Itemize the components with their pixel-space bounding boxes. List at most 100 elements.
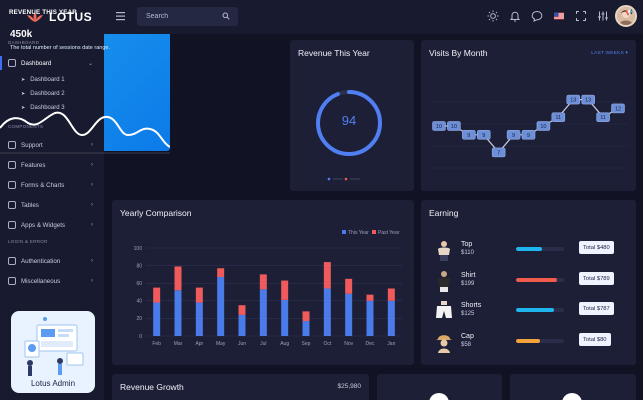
earning-item-price: $199 — [461, 281, 475, 287]
visits-point[interactable] — [536, 121, 551, 131]
sidebar-item-miscellaneous[interactable]: Miscellaneous › — [0, 271, 104, 291]
sidebar-item-features[interactable]: Features › — [0, 155, 104, 175]
chevron-right-icon: › — [91, 182, 93, 188]
earning-card-title: Earning — [429, 208, 459, 218]
bottom-card-2 — [510, 374, 636, 400]
visits-point[interactable] — [491, 147, 506, 158]
bar-this-year[interactable] — [387, 300, 395, 336]
legend-line — [333, 178, 343, 180]
visits-point[interactable] — [581, 94, 595, 105]
shorts-product-icon — [436, 301, 452, 318]
sidebar-item-support[interactable]: Support › — [0, 135, 104, 155]
earning-progress-fill — [516, 308, 555, 312]
sidebar-subitem-dashboard-3[interactable]: ➤ Dashboard 3 — [0, 101, 104, 115]
top-product-icon — [438, 241, 450, 261]
sidebar-item-label: Miscellaneous — [21, 277, 61, 285]
lotus-logo-icon — [27, 12, 43, 22]
visits-point[interactable] — [521, 130, 536, 140]
fullscreen-icon[interactable] — [575, 10, 587, 22]
bar-this-year[interactable] — [195, 302, 203, 336]
bar-this-year[interactable] — [323, 288, 331, 336]
revenue-donut-card: Revenue This Year 94 — [290, 40, 414, 191]
sidebar-item-dashboard[interactable]: Dashboard ⌄ — [0, 53, 104, 73]
visits-point[interactable] — [506, 130, 521, 140]
bar-past-year[interactable] — [366, 294, 374, 301]
flag-icon[interactable] — [553, 10, 565, 22]
visits-point[interactable] — [447, 121, 461, 131]
visits-point-label: 11 — [555, 115, 561, 121]
x-tick-label: Apr — [195, 341, 203, 347]
earning-row[interactable]: Shirt $199 Total $789 — [431, 269, 627, 293]
bar-past-year[interactable] — [217, 268, 225, 278]
sidebar-subitem-dashboard-1[interactable]: ➤ Dashboard 1 — [0, 73, 104, 87]
sidebar-item-label: Forms & Charts — [21, 181, 65, 189]
bar-past-year[interactable] — [302, 311, 310, 322]
bar-past-year[interactable] — [281, 280, 289, 300]
search-icon[interactable] — [222, 12, 230, 20]
promo-label: Lotus Admin — [30, 379, 76, 388]
visits-point[interactable] — [551, 112, 566, 122]
visits-point-label: 9 — [512, 133, 515, 139]
earning-row[interactable]: Shorts $125 Total $787 — [431, 299, 627, 323]
sidebar-item-authentication[interactable]: Authentication › — [0, 251, 104, 271]
earning-item-name: Shorts — [461, 302, 482, 309]
avatar[interactable] — [615, 5, 637, 27]
bar-past-year[interactable] — [174, 266, 182, 291]
bar-past-year[interactable] — [387, 288, 395, 301]
visits-point[interactable] — [566, 94, 580, 105]
last-weeks-dropdown[interactable]: LAST WEEKS ▾ — [591, 51, 628, 56]
cap-product-icon — [436, 335, 452, 353]
earning-row[interactable]: Top $110 Total $480 — [431, 238, 627, 262]
bar-this-year[interactable] — [174, 290, 182, 336]
settings-sliders-icon[interactable] — [597, 10, 609, 22]
visits-point[interactable] — [596, 112, 610, 122]
bar-this-year[interactable] — [238, 314, 246, 336]
x-tick-label: May — [216, 341, 226, 347]
revenue-growth-card: Revenue Growth $25,980 — [112, 374, 369, 400]
sidebar-item-forms-charts[interactable]: Forms & Charts › — [0, 175, 104, 195]
y-tick-label: 20 — [136, 316, 142, 322]
search-input[interactable] — [146, 13, 226, 20]
y-tick-label: 80 — [136, 263, 142, 269]
chat-icon[interactable] — [531, 10, 543, 22]
bar-this-year[interactable] — [153, 302, 161, 336]
visits-point[interactable] — [611, 103, 625, 114]
bar-past-year[interactable] — [259, 274, 267, 290]
brand[interactable]: LOTUS — [0, 0, 104, 34]
y-tick-label: 60 — [136, 281, 142, 287]
chevron-down-icon: ⌄ — [87, 60, 93, 67]
legend-label: Past Year — [378, 230, 400, 236]
bar-this-year[interactable] — [302, 321, 310, 336]
bar-this-year[interactable] — [217, 277, 225, 336]
sidebar-item-apps-widgets[interactable]: Apps & Widgets › — [0, 215, 104, 235]
bar-this-year[interactable] — [281, 299, 289, 336]
sidebar-item-tables[interactable]: Tables › — [0, 195, 104, 215]
x-tick-label: Jun — [238, 341, 246, 347]
sun-icon[interactable] — [487, 10, 499, 22]
visits-point[interactable] — [477, 130, 491, 140]
hamburger-menu-icon[interactable] — [116, 11, 128, 21]
visits-point[interactable] — [462, 130, 476, 140]
bar-past-year[interactable] — [323, 262, 331, 289]
bar-this-year[interactable] — [259, 289, 267, 336]
bar-past-year[interactable] — [345, 278, 353, 294]
earning-progress-bar — [516, 308, 564, 312]
promo-card[interactable]: Lotus Admin — [11, 311, 95, 393]
bar-this-year[interactable] — [366, 300, 374, 336]
visits-point-label: 10 — [540, 124, 546, 130]
bell-icon[interactable] — [509, 10, 521, 22]
earning-total-badge: Total $480 — [579, 241, 614, 254]
sidebar-subitem-dashboard-2[interactable]: ➤ Dashboard 2 — [0, 87, 104, 101]
chevron-right-icon: › — [91, 202, 93, 208]
bar-past-year[interactable] — [238, 305, 246, 315]
bar-this-year[interactable] — [345, 293, 353, 336]
bar-past-year[interactable] — [195, 287, 203, 303]
section-dashboard: DASHBOARD — [8, 40, 40, 45]
bar-past-year[interactable] — [153, 287, 161, 303]
donut-legend — [327, 177, 360, 181]
sidebar: LOTUS DASHBOARD Dashboard ⌄ ➤ Dashboard 1… — [0, 0, 104, 400]
earning-row[interactable]: Cap $58 Total $80 — [431, 330, 627, 354]
visits-point[interactable] — [432, 121, 446, 131]
visits-line-chart: 10 10 9 9 7 9 9 10 11 13 13 11 12 — [429, 94, 628, 169]
visits-point-label: 13 — [585, 98, 591, 104]
